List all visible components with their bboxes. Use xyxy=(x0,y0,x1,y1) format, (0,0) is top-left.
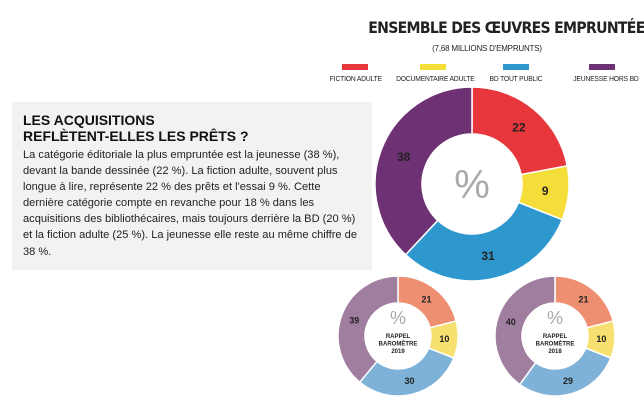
donut-1-value-label: 30 xyxy=(405,376,415,386)
donut-0-center-percent: % xyxy=(454,163,490,207)
donut-1-caption-line: BAROMÈTRE xyxy=(379,340,418,348)
chart-title: ENSEMBLE DES ŒUVRES EMPRUNTÉES xyxy=(368,18,644,37)
acquisitions-panel: LES ACQUISITIONS REFLÈTENT-ELLES LES PRÊ… xyxy=(12,102,372,270)
panel-heading: LES ACQUISITIONS REFLÈTENT-ELLES LES PRÊ… xyxy=(23,112,362,144)
legend-item-jeunesse-hors-bd: JEUNESSE HORS BD xyxy=(570,64,639,83)
donut-2-center-percent: % xyxy=(547,308,563,328)
donut-1-value-label: 21 xyxy=(421,294,431,304)
donut-2-value-label: 10 xyxy=(596,334,606,344)
legend-label: DOCUMENTAIRE ADULTE xyxy=(396,74,475,83)
legend-swatch xyxy=(342,64,368,70)
panel-heading-line1: LES ACQUISITIONS xyxy=(23,112,155,128)
chart-subtitle: (7,68 MILLIONS D'EMPRUNTS) xyxy=(432,44,542,53)
donut-2-slice-jeunesse-hors-bd xyxy=(494,275,556,386)
legend-swatch xyxy=(503,64,529,70)
panel-heading-line2: REFLÈTENT-ELLES LES PRÊTS ? xyxy=(23,128,249,144)
panel-body: La catégorie éditoriale la plus emprunté… xyxy=(23,149,358,258)
donut-0-value-label: 9 xyxy=(542,184,549,198)
donut-2-value-label: 40 xyxy=(506,317,516,327)
donut-1-slice-bd-tout-public xyxy=(358,347,455,397)
legend-item-bd-tout-public: BD TOUT PUBLIC xyxy=(486,64,546,83)
donut-2-slice-bd-tout-public xyxy=(518,347,612,397)
legend-item-documentaire-adulte: DOCUMENTAIRE ADULTE xyxy=(392,64,475,83)
legend-swatch xyxy=(589,64,615,70)
donut-1-value-label: 10 xyxy=(439,334,449,344)
donut-1-caption-line: 2019 xyxy=(391,349,405,355)
donut-1-value-label: 39 xyxy=(349,315,359,325)
donut-2-caption-line: RAPPEL xyxy=(543,334,568,340)
donut-1-slice-jeunesse-hors-bd xyxy=(337,275,399,384)
legend-label: JEUNESSE HORS BD xyxy=(573,74,639,83)
donut-2-caption-line: 2018 xyxy=(548,349,562,355)
donut-2-caption-line: BAROMÈTRE xyxy=(536,340,575,348)
legend-item-fiction-adulte: FICTION ADULTE xyxy=(327,64,383,83)
donut-0-value-label: 38 xyxy=(397,150,411,164)
donut-0-slice-jeunesse-hors-bd xyxy=(374,86,473,256)
donut-0-value-label: 22 xyxy=(512,121,526,135)
donut-2-value-label: 29 xyxy=(563,376,573,386)
donut-1-caption-line: RAPPEL xyxy=(386,334,411,340)
donut-2-value-label: 21 xyxy=(578,294,588,304)
donut-1-center-percent: % xyxy=(390,308,406,328)
donut-0-slice-bd-tout-public xyxy=(404,201,564,282)
donut-0-value-label: 31 xyxy=(481,249,495,263)
legend-label: BD TOUT PUBLIC xyxy=(489,74,543,83)
legend-swatch xyxy=(420,64,446,70)
legend-label: FICTION ADULTE xyxy=(329,74,382,83)
donut-0-slice-fiction-adulte xyxy=(471,86,569,176)
